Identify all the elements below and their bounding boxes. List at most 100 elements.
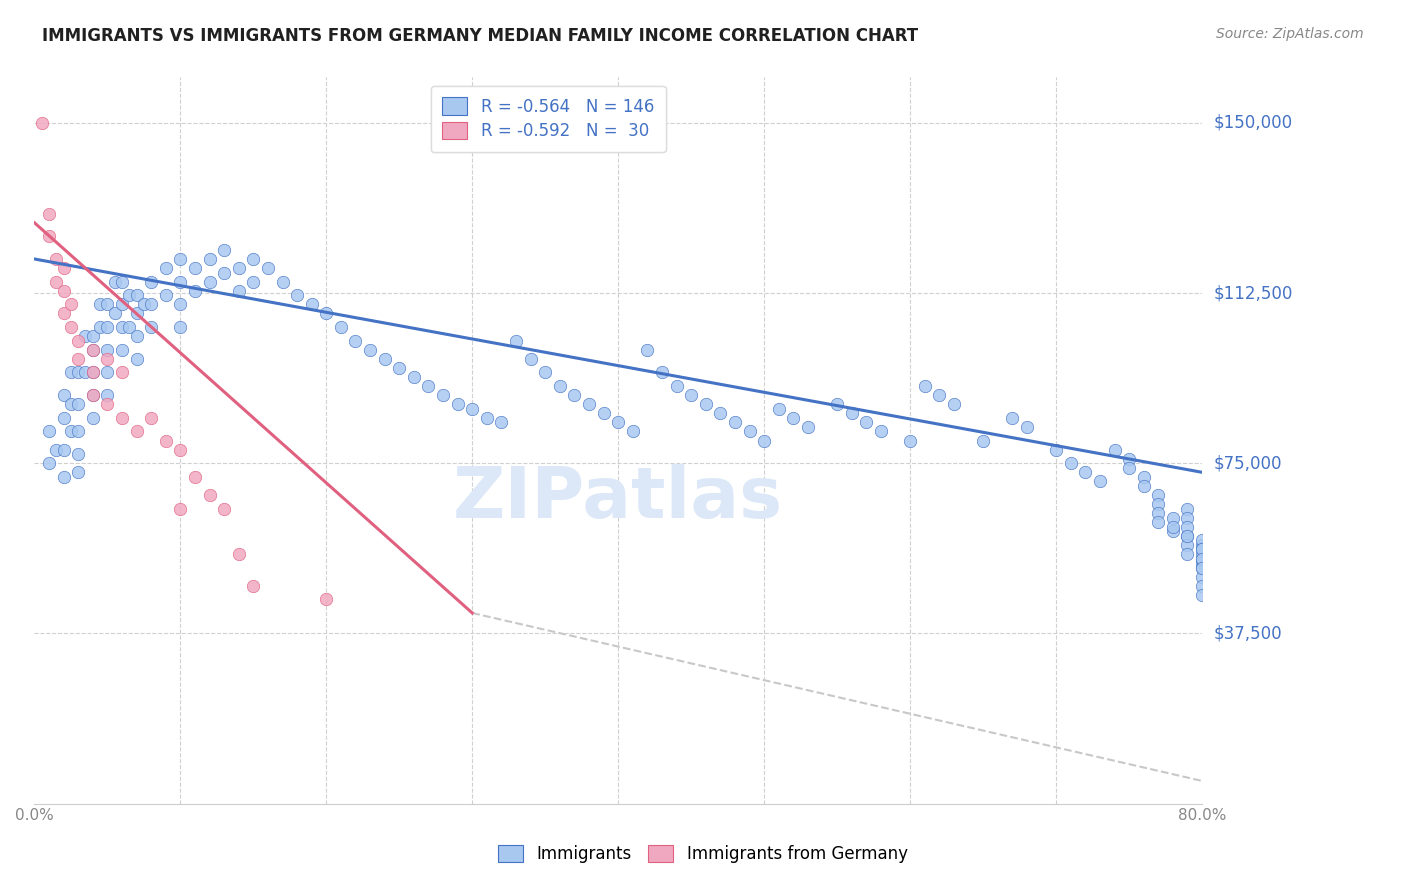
- Text: $150,000: $150,000: [1213, 114, 1292, 132]
- Point: [754, 434, 776, 448]
- Point: [1074, 465, 1097, 479]
- Point: [1177, 501, 1199, 516]
- Point: [184, 284, 207, 298]
- Point: [1191, 533, 1213, 548]
- Point: [651, 366, 673, 380]
- Point: [67, 351, 90, 366]
- Point: [1191, 588, 1213, 602]
- Point: [52, 261, 75, 276]
- Point: [1177, 510, 1199, 524]
- Point: [564, 388, 586, 402]
- Point: [1132, 470, 1154, 484]
- Point: [636, 343, 658, 357]
- Point: [1104, 442, 1126, 457]
- Point: [169, 275, 191, 289]
- Point: [1088, 475, 1111, 489]
- Point: [1177, 547, 1199, 561]
- Point: [118, 288, 141, 302]
- Point: [301, 297, 323, 311]
- Point: [125, 351, 148, 366]
- Point: [1191, 560, 1213, 574]
- Point: [447, 397, 470, 411]
- Point: [111, 366, 134, 380]
- Point: [1177, 538, 1199, 552]
- Point: [578, 397, 600, 411]
- Point: [67, 447, 90, 461]
- Point: [67, 397, 90, 411]
- Point: [315, 592, 337, 607]
- Text: IMMIGRANTS VS IMMIGRANTS FROM GERMANY MEDIAN FAMILY INCOME CORRELATION CHART: IMMIGRANTS VS IMMIGRANTS FROM GERMANY ME…: [42, 27, 918, 45]
- Point: [519, 351, 541, 366]
- Point: [212, 243, 235, 257]
- Point: [96, 320, 118, 334]
- Point: [125, 329, 148, 343]
- Point: [1161, 524, 1184, 539]
- Text: $37,500: $37,500: [1213, 624, 1282, 642]
- Point: [534, 366, 557, 380]
- Point: [52, 410, 75, 425]
- Point: [184, 470, 207, 484]
- Point: [82, 366, 104, 380]
- Point: [1161, 520, 1184, 534]
- Point: [169, 442, 191, 457]
- Point: [82, 366, 104, 380]
- Point: [169, 252, 191, 266]
- Point: [59, 366, 82, 380]
- Point: [45, 252, 67, 266]
- Point: [475, 410, 498, 425]
- Point: [96, 297, 118, 311]
- Point: [96, 388, 118, 402]
- Point: [914, 379, 936, 393]
- Point: [1191, 551, 1213, 566]
- Point: [89, 297, 111, 311]
- Legend: R = -0.564   N = 146, R = -0.592   N =  30: R = -0.564 N = 146, R = -0.592 N = 30: [430, 86, 665, 153]
- Point: [96, 351, 118, 366]
- Point: [111, 275, 134, 289]
- Point: [104, 306, 127, 320]
- Point: [344, 334, 367, 348]
- Point: [1191, 547, 1213, 561]
- Point: [402, 370, 425, 384]
- Point: [52, 470, 75, 484]
- Point: [1118, 460, 1140, 475]
- Point: [1118, 451, 1140, 466]
- Point: [82, 343, 104, 357]
- Point: [709, 406, 731, 420]
- Text: Source: ZipAtlas.com: Source: ZipAtlas.com: [1216, 27, 1364, 41]
- Point: [271, 275, 294, 289]
- Point: [52, 442, 75, 457]
- Point: [695, 397, 717, 411]
- Point: [1147, 515, 1170, 529]
- Point: [797, 420, 820, 434]
- Point: [315, 306, 337, 320]
- Point: [359, 343, 381, 357]
- Point: [75, 366, 97, 380]
- Point: [782, 410, 804, 425]
- Point: [104, 275, 127, 289]
- Point: [31, 116, 53, 130]
- Point: [724, 416, 747, 430]
- Point: [1191, 538, 1213, 552]
- Point: [841, 406, 863, 420]
- Point: [768, 401, 790, 416]
- Point: [59, 397, 82, 411]
- Point: [96, 397, 118, 411]
- Point: [132, 297, 155, 311]
- Point: [82, 329, 104, 343]
- Point: [155, 434, 177, 448]
- Point: [242, 579, 264, 593]
- Point: [155, 261, 177, 276]
- Point: [1191, 579, 1213, 593]
- Point: [82, 410, 104, 425]
- Point: [67, 465, 90, 479]
- Point: [505, 334, 527, 348]
- Point: [1177, 520, 1199, 534]
- Point: [1001, 410, 1024, 425]
- Point: [1161, 510, 1184, 524]
- Point: [418, 379, 440, 393]
- Point: [228, 547, 250, 561]
- Point: [329, 320, 352, 334]
- Point: [607, 416, 630, 430]
- Point: [82, 388, 104, 402]
- Point: [38, 206, 60, 220]
